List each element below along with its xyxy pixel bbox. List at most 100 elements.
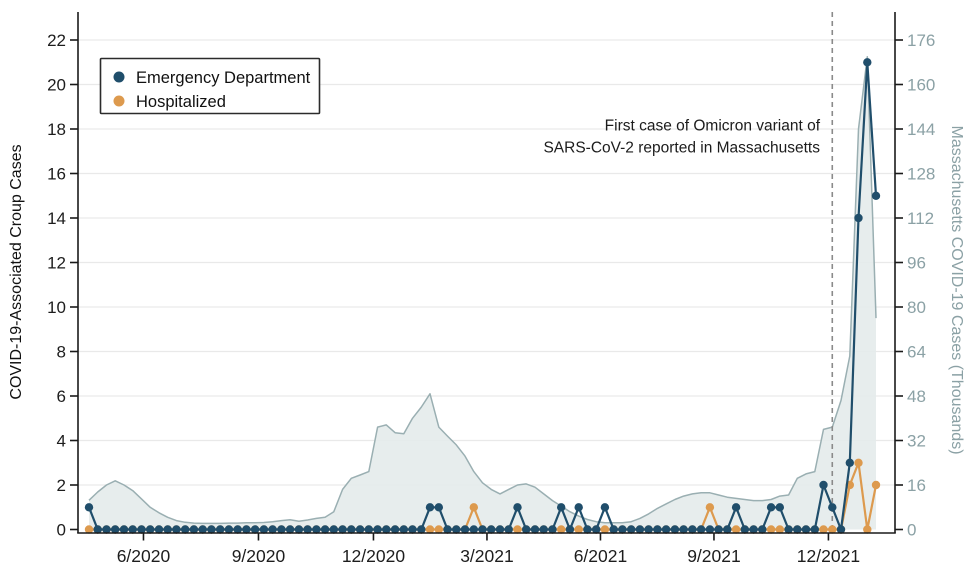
y-left-tick-label: 16 — [47, 165, 66, 184]
hospitalized-point — [819, 525, 828, 534]
croup-case-series — [84, 58, 881, 534]
emergency-department-point — [425, 503, 435, 512]
x-tick-label: 12/2021 — [797, 546, 860, 566]
emergency-department-point — [705, 525, 715, 534]
y-right-tick-label: 16 — [907, 476, 926, 495]
emergency-department-point — [530, 525, 540, 534]
emergency-department-point — [828, 503, 837, 512]
emergency-department-point — [740, 525, 749, 534]
emergency-department-point — [452, 525, 461, 534]
emergency-department-point — [539, 525, 548, 534]
legend: Emergency Department Hospitalized — [99, 57, 321, 115]
annotation-line-1: First case of Omicron variant of — [605, 118, 821, 135]
emergency-department-point — [84, 503, 94, 512]
ma-covid-cases-area-outline — [88, 55, 877, 525]
y-right-tick-label: 112 — [907, 209, 934, 228]
emergency-department-point — [679, 525, 688, 534]
emergency-department-point — [460, 525, 470, 534]
emergency-department-point — [863, 58, 872, 67]
emergency-department-point — [137, 525, 146, 534]
hospitalized-point — [871, 480, 881, 490]
emergency-department-point — [819, 480, 828, 490]
emergency-department-point — [259, 525, 269, 534]
hospitalized-point — [828, 525, 837, 534]
emergency-department-point — [233, 525, 242, 534]
y-left-tick-label: 2 — [57, 476, 66, 495]
x-tick-label: 12/2020 — [342, 546, 406, 566]
emergency-department-point — [390, 525, 400, 534]
y-left-tick-label: 0 — [57, 521, 66, 540]
hospitalized-point — [854, 458, 863, 467]
hospitalized-point — [434, 525, 443, 534]
emergency-department-point — [661, 525, 671, 534]
emergency-department-point — [364, 525, 373, 534]
y-left-tick-label: 20 — [47, 76, 66, 95]
emergency-department-point — [268, 525, 277, 534]
gridlines — [78, 39, 895, 486]
emergency-department-point — [871, 191, 881, 200]
emergency-department-point — [294, 525, 304, 534]
emergency-department-point — [434, 503, 443, 512]
y-axis-left-title: COVID-19-Associated Croup Cases — [8, 144, 25, 399]
annotation-line-2: SARS-CoV-2 reported in Massachusetts — [543, 140, 820, 157]
emergency-department-point — [801, 525, 811, 534]
emergency-department-point — [417, 525, 426, 534]
emergency-department-point — [128, 525, 137, 534]
hospitalized-point — [731, 525, 741, 534]
emergency-department-point — [557, 503, 566, 512]
emergency-department-point — [338, 525, 347, 534]
emergency-department-point — [583, 525, 592, 534]
emergency-department-point — [618, 525, 627, 534]
emergency-department-point — [250, 525, 260, 534]
x-tick-label: 9/2021 — [687, 546, 741, 566]
emergency-department-point — [408, 525, 417, 534]
hospitalized-point — [600, 525, 610, 534]
emergency-department-point — [714, 525, 723, 534]
hospitalized-point — [863, 525, 872, 534]
emergency-department-point — [347, 525, 356, 534]
emergency-department-point — [653, 525, 662, 534]
legend-marker-hospitalized-icon — [113, 95, 125, 107]
y-right-tick-label: 80 — [907, 298, 926, 317]
x-tick-label: 3/2021 — [460, 546, 514, 566]
emergency-department-point — [522, 525, 531, 534]
y-right-tick-label: 176 — [907, 31, 935, 50]
emergency-department-point — [775, 503, 784, 512]
emergency-department-point — [93, 525, 102, 534]
emergency-department-point — [565, 525, 575, 534]
y-right-tick-label: 0 — [907, 521, 916, 540]
emergency-department-point — [758, 525, 767, 534]
legend-label-hospitalized: Hospitalized — [136, 93, 226, 111]
emergency-department-point — [303, 525, 312, 534]
emergency-department-point — [399, 525, 408, 534]
y-left-tick-label: 22 — [47, 31, 66, 50]
emergency-department-point — [443, 525, 452, 534]
hospitalized-point — [574, 525, 583, 534]
emergency-department-point — [836, 525, 846, 534]
legend-box — [99, 57, 321, 115]
y-right-tick-label: 128 — [907, 165, 935, 184]
emergency-department-point — [119, 525, 129, 534]
emergency-department-point — [793, 525, 802, 534]
emergency-department-point — [627, 525, 636, 534]
emergency-department-point — [749, 525, 758, 534]
axis-ticks-and-labels: 0 2 4 6 8 10 12 14 16 18 20 22 0 16 32 48 64 80 96 112 128 14… — [47, 31, 935, 566]
x-tick-label: 6/2021 — [574, 546, 628, 566]
emergency-department-point — [548, 525, 557, 534]
legend-label-emergency-department: Emergency Department — [136, 69, 311, 87]
emergency-department-point — [355, 525, 365, 534]
y-right-tick-label: 48 — [907, 387, 926, 406]
y-left-tick-label: 8 — [57, 343, 66, 362]
emergency-department-point — [181, 525, 190, 534]
emergency-department-point — [154, 525, 164, 534]
emergency-department-point — [163, 525, 172, 534]
emergency-department-point — [810, 525, 819, 534]
y-left-tick-label: 10 — [47, 298, 66, 317]
emergency-department-point — [504, 525, 513, 534]
emergency-department-point — [478, 525, 487, 534]
emergency-department-point — [373, 525, 382, 534]
emergency-department-point — [609, 525, 618, 534]
emergency-department-point — [670, 525, 680, 534]
